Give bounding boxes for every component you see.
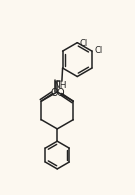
Text: O: O [57, 89, 64, 98]
Text: O: O [50, 89, 58, 98]
Text: NH: NH [53, 81, 66, 90]
Text: Cl: Cl [94, 46, 102, 55]
Text: Cl: Cl [80, 39, 88, 48]
